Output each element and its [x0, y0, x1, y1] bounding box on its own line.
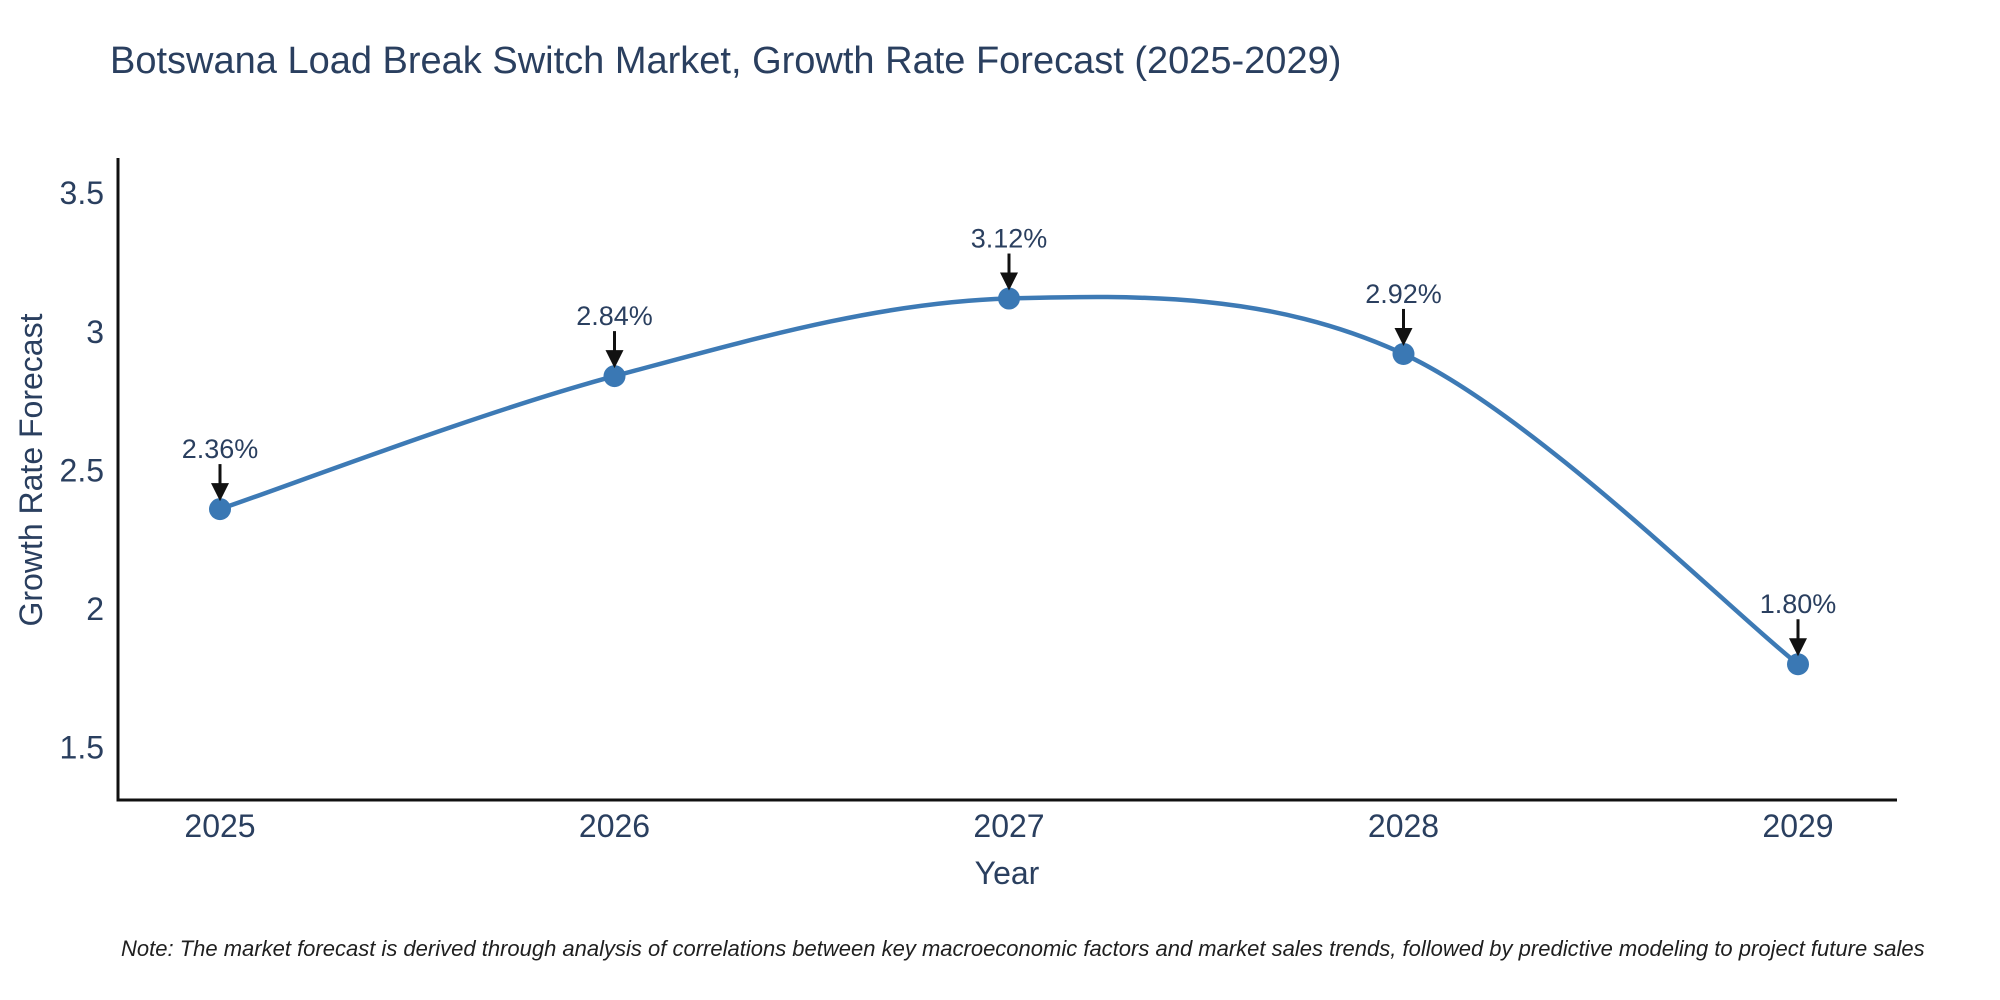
- x-tick-label: 2028: [1368, 808, 1439, 844]
- x-tick-label: 2027: [973, 808, 1044, 844]
- x-tick-label: 2029: [1762, 808, 1833, 844]
- y-tick-label: 2.5: [60, 452, 104, 488]
- data-point-marker[interactable]: [209, 498, 231, 521]
- annotation-value-label: 2.92%: [1365, 279, 1442, 309]
- data-point-marker[interactable]: [603, 365, 626, 388]
- annotation-value-label: 2.84%: [576, 301, 653, 331]
- footnote: Note: The market forecast is derived thr…: [121, 936, 1925, 961]
- x-tick-label: 2026: [579, 808, 650, 844]
- chart-title: Botswana Load Break Switch Market, Growt…: [110, 40, 1342, 82]
- annotation-value-label: 2.36%: [182, 434, 259, 464]
- annotation-arrowhead-icon: [605, 350, 624, 369]
- y-tick-label: 3.5: [60, 175, 104, 211]
- annotation-arrowhead-icon: [211, 483, 229, 502]
- annotation-value-label: 1.80%: [1760, 589, 1837, 619]
- y-tick-label: 1.5: [60, 729, 104, 765]
- x-tick-label: 2025: [184, 808, 255, 844]
- y-tick-label: 3: [86, 314, 104, 350]
- annotation-value-label: 3.12%: [971, 224, 1048, 254]
- trend-line: [217, 294, 1801, 667]
- x-axis-title: Year: [975, 855, 1040, 891]
- y-tick-label: 2: [86, 591, 104, 627]
- y-axis-title: Growth Rate Forecast: [13, 313, 49, 626]
- annotation-arrowhead-icon: [1394, 327, 1413, 346]
- data-point-marker[interactable]: [1392, 342, 1415, 365]
- annotation-arrowhead-icon: [1789, 638, 1807, 657]
- data-point-marker[interactable]: [1787, 653, 1809, 676]
- annotation-arrowhead-icon: [1000, 272, 1018, 291]
- data-point-marker[interactable]: [998, 287, 1020, 310]
